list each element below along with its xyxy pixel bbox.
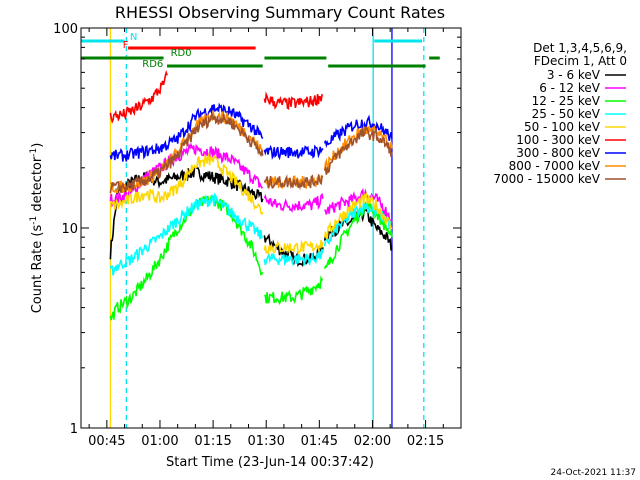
series-line <box>263 239 324 256</box>
state-bar-label: N <box>130 32 137 43</box>
x-tick-label: 01:00 <box>141 434 178 449</box>
series-line <box>109 113 264 194</box>
legend-header-line1: Det 1,3,4,5,6,9, <box>533 41 627 55</box>
legend-entry-label: 25 - 50 keV <box>532 107 601 121</box>
series-line <box>264 275 323 305</box>
y-tick-label: 10 <box>61 222 78 237</box>
series-line <box>323 125 393 175</box>
y-tick-label: 100 <box>53 22 78 37</box>
y-axis: 1 10 100 <box>53 22 461 437</box>
series-line <box>323 114 393 149</box>
x-axis-label: Start Time (23-Jun-14 00:37:42) <box>166 455 374 470</box>
data-series <box>109 69 393 321</box>
plot-area <box>80 27 462 429</box>
series-line <box>109 142 264 208</box>
x-tick-label: 00:45 <box>88 434 125 449</box>
legend-entry-label: 300 - 800 keV <box>516 146 600 160</box>
series-line <box>323 188 393 226</box>
series-line <box>263 91 324 111</box>
series-line <box>110 152 264 216</box>
x-axis: 00:45 01:00 01:15 01:30 01:45 02:00 02:15 <box>88 28 462 449</box>
state-bars <box>81 39 440 68</box>
timestamp: 24-Oct-2021 11:37 <box>551 468 636 478</box>
series-line <box>323 201 393 269</box>
x-tick-label: 01:30 <box>247 434 284 449</box>
series-line <box>263 173 324 191</box>
legend-entry-label: 3 - 6 keV <box>547 68 601 82</box>
state-bar-label: F <box>123 40 129 51</box>
x-tick-label: 02:15 <box>407 434 444 449</box>
legend-entry-label: 800 - 7000 keV <box>509 159 601 173</box>
series-line <box>263 248 324 267</box>
y-axis-label: Count Rate (s-1 detector-1) <box>29 143 45 314</box>
series-line <box>263 192 324 213</box>
series-line <box>263 144 324 161</box>
state-bar-label: RD6 <box>142 59 163 70</box>
legend-entry-label: 6 - 12 keV <box>539 81 601 95</box>
x-tick-label: 01:15 <box>194 434 231 449</box>
chart-title: RHESSI Observing Summary Count Rates <box>115 3 445 22</box>
legend-header-line2: FDecim 1, Att 0 <box>534 54 627 68</box>
x-tick-label: 01:45 <box>301 434 338 449</box>
state-bar-label: RD0 <box>171 48 192 59</box>
x-tick-label: 02:00 <box>354 434 391 449</box>
legend-entry-label: 50 - 100 keV <box>524 120 601 134</box>
legend-entry-label: 12 - 25 keV <box>532 94 601 108</box>
y-tick-label: 1 <box>70 422 78 437</box>
marker-lines <box>109 28 425 428</box>
legend-entry-label: 7000 - 15000 keV <box>493 172 600 186</box>
series-line <box>109 192 263 276</box>
series-line <box>109 69 168 124</box>
series-line <box>323 191 393 240</box>
series-line <box>109 102 264 162</box>
legend-entry-label: 100 - 300 keV <box>516 133 600 147</box>
plot-frame <box>80 27 462 429</box>
legend: Det 1,3,4,5,6,9, FDecim 1, Att 0 3 - 6 k… <box>493 41 627 186</box>
